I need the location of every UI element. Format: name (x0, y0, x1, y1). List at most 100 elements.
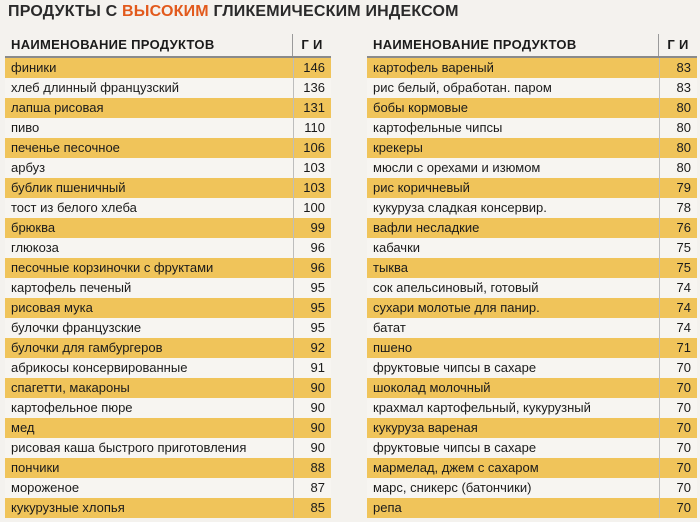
product-name: кукуруза вареная (373, 420, 478, 435)
table-row: брюква 99 (5, 218, 331, 238)
gi-value: 90 (293, 378, 331, 398)
gi-value: 90 (293, 398, 331, 418)
product-name: репа (373, 500, 402, 515)
table-row: кабачки 75 (367, 238, 697, 258)
right-table-header: НАИМЕНОВАНИЕ ПРОДУКТОВ Г И (367, 34, 697, 58)
product-name: абрикосы консервированные (11, 360, 188, 375)
gi-value: 110 (293, 118, 331, 138)
gi-value: 74 (659, 318, 697, 338)
table-row: тост из белого хлеба 100 (5, 198, 331, 218)
table-row: хлеб длинный французский 136 (5, 78, 331, 98)
product-name: финики (11, 60, 57, 75)
product-name: рис белый, обработан. паром (373, 80, 552, 95)
gi-value: 92 (293, 338, 331, 358)
table-row: крекеры 80 (367, 138, 697, 158)
table-row: фруктовые чипсы в сахаре 70 (367, 438, 697, 458)
table-row: мюсли с орехами и изюмом 80 (367, 158, 697, 178)
product-name: мармелад, джем с сахаром (373, 460, 539, 475)
gi-value: 80 (659, 98, 697, 118)
gi-value: 79 (659, 178, 697, 198)
left-table-header: НАИМЕНОВАНИЕ ПРОДУКТОВ Г И (5, 34, 331, 58)
table-row: булочки французские 95 (5, 318, 331, 338)
gi-value: 131 (293, 98, 331, 118)
table-row: картофель печеный 95 (5, 278, 331, 298)
table-row: репа 70 (367, 498, 697, 518)
gi-value: 83 (659, 78, 697, 98)
title-part1: ПРОДУКТЫ С (8, 3, 122, 20)
header-gi: Г И (292, 34, 331, 56)
table-row: пиво 110 (5, 118, 331, 138)
product-name: тыква (373, 260, 408, 275)
product-name: брюква (11, 220, 56, 235)
product-name: булочки французские (11, 320, 142, 335)
table-row: пшено 71 (367, 338, 697, 358)
product-name: тост из белого хлеба (11, 200, 137, 215)
product-name: спагетти, макароны (11, 380, 130, 395)
table-row: картофель вареный 83 (367, 58, 697, 78)
product-name: рисовая каша быстрого приготовления (11, 440, 247, 455)
gi-value: 80 (659, 138, 697, 158)
product-name: бублик пшеничный (11, 180, 126, 195)
table-row: рис коричневый 79 (367, 178, 697, 198)
table-row: кукуруза вареная 70 (367, 418, 697, 438)
gi-value: 70 (659, 478, 697, 498)
page-title: ПРОДУКТЫ С ВЫСОКИМ ГЛИКЕМИЧЕСКИМ ИНДЕКСО… (8, 1, 459, 23)
product-name: мед (11, 420, 35, 435)
table-row: бублик пшеничный 103 (5, 178, 331, 198)
table-row: мармелад, джем с сахаром 70 (367, 458, 697, 478)
gi-value: 70 (659, 438, 697, 458)
product-name: кабачки (373, 240, 421, 255)
gi-value: 88 (293, 458, 331, 478)
header-name: НАИМЕНОВАНИЕ ПРОДУКТОВ (373, 37, 577, 52)
right-table: НАИМЕНОВАНИЕ ПРОДУКТОВ Г И картофель вар… (367, 34, 697, 518)
table-row: кукуруза сладкая консервир. 78 (367, 198, 697, 218)
gi-value: 70 (659, 398, 697, 418)
product-name: картофель вареный (373, 60, 494, 75)
product-name: печенье песочное (11, 140, 120, 155)
table-row: сухари молотые для панир. 74 (367, 298, 697, 318)
product-name: булочки для гамбургеров (11, 340, 163, 355)
product-name: рисовая мука (11, 300, 93, 315)
product-name: мюсли с орехами и изюмом (373, 160, 541, 175)
gi-value: 75 (659, 238, 697, 258)
gi-value: 70 (659, 498, 697, 518)
gi-value: 90 (293, 418, 331, 438)
table-row: картофельные чипсы 80 (367, 118, 697, 138)
table-row: песочные корзиночки с фруктами 96 (5, 258, 331, 278)
product-name: пиво (11, 120, 40, 135)
gi-value: 106 (293, 138, 331, 158)
table-row: марс, сникерс (батончики) 70 (367, 478, 697, 498)
header-name: НАИМЕНОВАНИЕ ПРОДУКТОВ (11, 37, 215, 52)
gi-value: 75 (659, 258, 697, 278)
product-name: вафли несладкие (373, 220, 480, 235)
product-name: шоколад молочный (373, 380, 491, 395)
gi-value: 91 (293, 358, 331, 378)
product-name: мороженое (11, 480, 80, 495)
product-name: сок апельсиновый, готовый (373, 280, 539, 295)
product-name: пшено (373, 340, 413, 355)
table-row: лапша рисовая 131 (5, 98, 331, 118)
gi-value: 78 (659, 198, 697, 218)
table-row: мороженое 87 (5, 478, 331, 498)
left-table-body: финики 146 хлеб длинный французский 136 лапш… (5, 58, 331, 518)
left-table: НАИМЕНОВАНИЕ ПРОДУКТОВ Г И финики 146 хлеб… (5, 34, 331, 518)
product-name: хлеб длинный французский (11, 80, 180, 95)
gi-value: 80 (659, 118, 697, 138)
product-name: арбуз (11, 160, 46, 175)
table-row: батат 74 (367, 318, 697, 338)
product-name: картофельные чипсы (373, 120, 503, 135)
product-name: кукуруза сладкая консервир. (373, 200, 547, 215)
gi-value: 95 (293, 318, 331, 338)
gi-value: 99 (293, 218, 331, 238)
product-name: фруктовые чипсы в сахаре (373, 440, 537, 455)
product-name: картофельное пюре (11, 400, 133, 415)
product-name: глюкоза (11, 240, 59, 255)
table-row: сок апельсиновый, готовый 74 (367, 278, 697, 298)
table-row: арбуз 103 (5, 158, 331, 178)
gi-value: 70 (659, 358, 697, 378)
gi-value: 76 (659, 218, 697, 238)
gi-value: 70 (659, 458, 697, 478)
gi-value: 95 (293, 278, 331, 298)
gi-value: 83 (659, 58, 697, 78)
table-row: бобы кормовые 80 (367, 98, 697, 118)
